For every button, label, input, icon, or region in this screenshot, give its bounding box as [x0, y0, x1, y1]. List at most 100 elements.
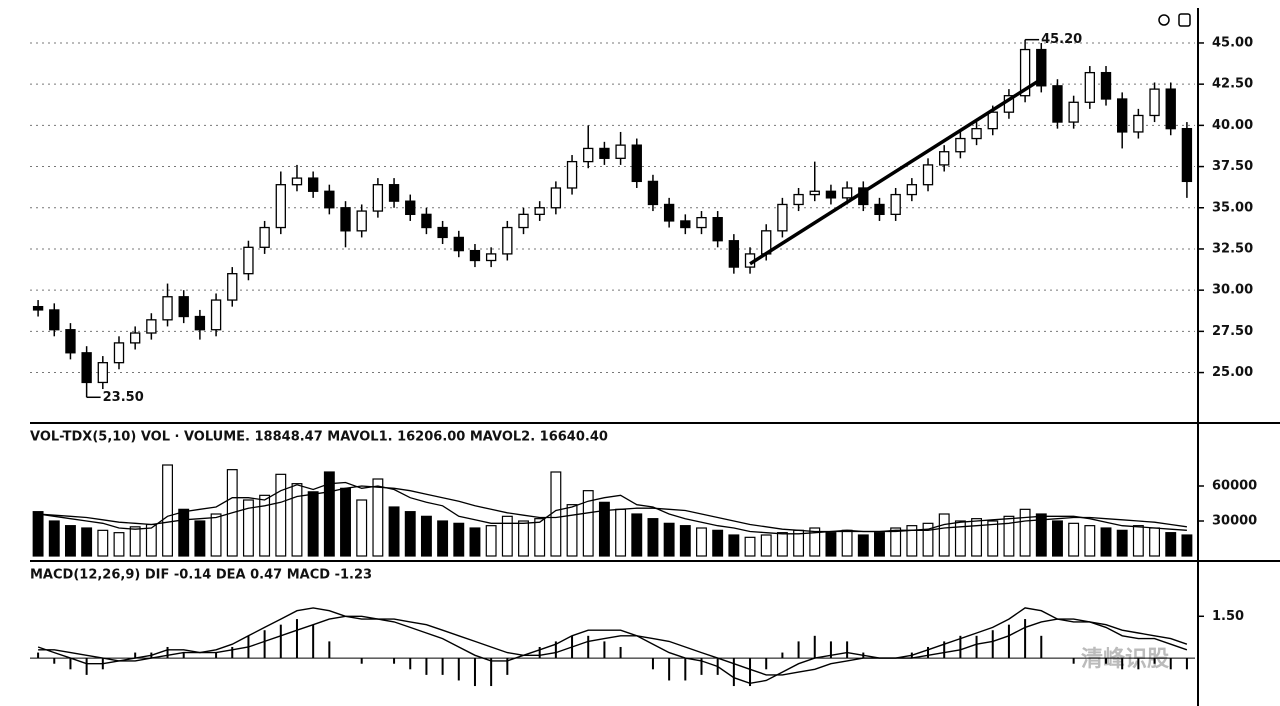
volume-bar: [1003, 515, 1015, 557]
macd-bar: [765, 658, 768, 670]
macd-bar: [732, 658, 735, 687]
volume-bar: [987, 520, 999, 557]
candle-body: [275, 184, 286, 229]
candle-body: [485, 253, 497, 262]
volume-ma-line: [38, 485, 1187, 533]
volume-bar: [501, 515, 513, 557]
volume-bar: [323, 471, 335, 557]
macd-bar: [668, 658, 671, 681]
macd-bar: [1121, 658, 1124, 670]
dif-line: [37, 607, 1188, 685]
volume-bar: [194, 520, 206, 557]
macd-bar: [295, 619, 298, 659]
macd-bar: [1072, 658, 1075, 664]
dea-line: [38, 615, 1188, 676]
candle-body: [680, 220, 691, 229]
volume-bar: [291, 483, 303, 557]
macd-bar: [781, 652, 784, 659]
candle-body: [243, 246, 254, 275]
candle-body: [1036, 48, 1047, 87]
volume-bar: [162, 464, 173, 557]
macd-bar: [603, 641, 606, 659]
candle-body: [583, 147, 594, 163]
volume-bar: [1052, 520, 1063, 557]
candle-body: [502, 226, 513, 255]
candle-body: [227, 273, 238, 301]
volume-bar: [210, 513, 222, 557]
volume-bar: [64, 525, 76, 557]
candle-body: [712, 216, 723, 242]
y-tick-label: 30000: [1212, 514, 1257, 529]
candle-body: [696, 216, 707, 229]
volume-bar: [1132, 525, 1144, 557]
y-tick-label: 37.50: [1212, 159, 1253, 174]
volume-bar: [453, 522, 465, 557]
candle-body: [534, 207, 545, 216]
macd-bar: [1024, 619, 1027, 659]
y-tick-label: 42.50: [1212, 77, 1253, 92]
macd-bar: [457, 658, 460, 681]
candle-body: [49, 309, 60, 331]
macd-bar: [134, 652, 137, 659]
candle-body: [194, 315, 206, 331]
volume-bar: [113, 532, 125, 557]
candle-body: [1084, 71, 1096, 103]
y-tick-label: 25.00: [1212, 365, 1253, 380]
candle-body: [113, 342, 125, 364]
volume-bar: [938, 513, 950, 557]
volume-bar: [890, 527, 902, 557]
macd-bar: [490, 658, 493, 687]
volume-bar: [825, 532, 837, 557]
candle-body: [437, 226, 448, 239]
volume-bar: [647, 518, 659, 557]
volume-bar: [696, 527, 707, 557]
macd-bar: [441, 658, 444, 675]
candle-body: [615, 144, 626, 159]
macd-bar: [1137, 658, 1140, 670]
icon-circle[interactable]: [1158, 14, 1170, 26]
volume-bar: [615, 508, 627, 557]
candle-body: [372, 184, 384, 212]
candle-body: [663, 203, 675, 222]
candle-body: [566, 160, 578, 189]
candle-body: [518, 213, 529, 229]
volume-bar: [372, 478, 384, 557]
candle-body: [291, 177, 303, 186]
macd-bar: [473, 658, 476, 687]
macd-bar: [215, 652, 218, 659]
candle-body: [1019, 48, 1031, 97]
volume-bar: [356, 499, 368, 557]
volume-bar: [1035, 513, 1047, 557]
candle-body: [841, 187, 853, 199]
volume-bar: [32, 511, 44, 557]
volume-bar: [857, 534, 869, 557]
candle-body: [1068, 101, 1079, 123]
volume-bar: [550, 471, 562, 557]
candle-body: [728, 240, 740, 268]
volume-bar: [712, 529, 724, 557]
volume-bar: [307, 491, 319, 557]
macd-bar: [651, 658, 654, 670]
candle-body: [777, 203, 788, 232]
candle-body: [421, 213, 432, 229]
volume-ma-line: [38, 481, 1187, 535]
candle-body: [32, 305, 44, 311]
macd-bar: [393, 658, 396, 664]
volume-bar: [841, 529, 853, 557]
candle-body: [971, 128, 982, 140]
candle-body: [388, 184, 400, 202]
macd-bar: [263, 630, 266, 659]
y-tick-label: 1.50: [1212, 609, 1244, 624]
volume-bar: [971, 518, 983, 557]
macd-bar: [749, 658, 752, 687]
volume-bar: [178, 508, 190, 557]
volume-bar: [518, 520, 529, 557]
macd-bar: [425, 658, 428, 675]
icon-square[interactable]: [1178, 13, 1191, 27]
macd-bar: [684, 658, 687, 681]
macd-bar: [554, 641, 557, 659]
volume-bar: [760, 534, 772, 557]
volume-bar: [340, 487, 351, 557]
volume-bar: [663, 522, 675, 557]
candle-body: [1165, 88, 1176, 130]
